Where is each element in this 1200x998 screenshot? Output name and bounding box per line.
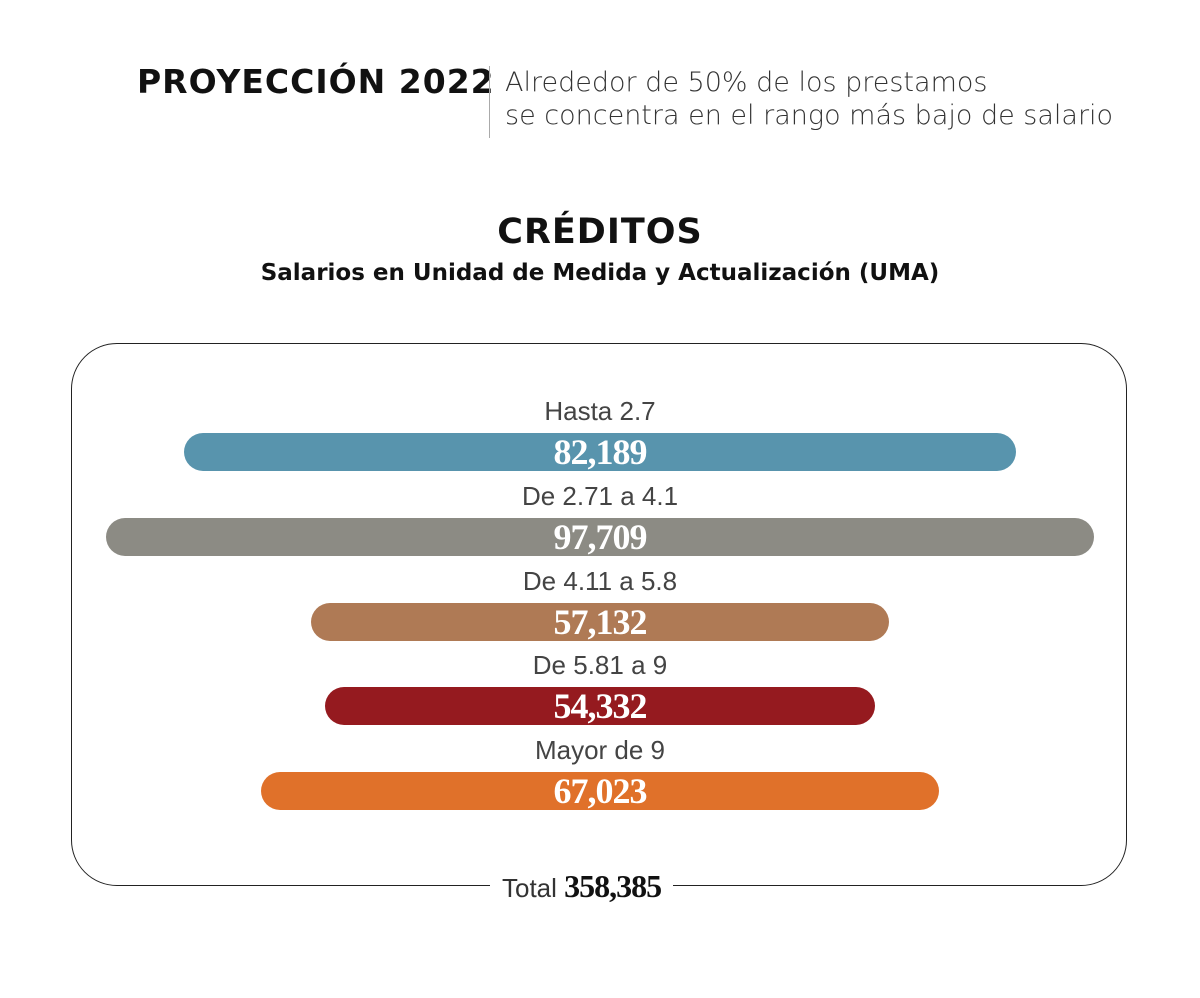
category-label: De 4.11 a 5.8: [522, 565, 678, 596]
chart-subtitle: Salarios en Unidad de Medida y Actualiza…: [260, 260, 940, 286]
total: Total 358,385: [490, 868, 674, 905]
header-subtitle-line1: Alrededor de 50% de los prestamos: [505, 67, 988, 98]
bar: 54,332: [325, 686, 875, 727]
value-label: 67,023: [553, 771, 647, 811]
value-label: 97,709: [553, 516, 648, 557]
category-label: De 5.81 a 9: [532, 650, 668, 681]
bar: 82,189: [184, 432, 1016, 472]
header-title: PROYECCIÓN 2022: [137, 62, 495, 101]
total-value: 358,385: [564, 868, 662, 904]
total-label: Total: [502, 873, 557, 903]
value-label: 57,132: [553, 601, 647, 642]
category-label: Hasta 2.7: [544, 396, 656, 426]
bar: 57,132: [311, 601, 889, 642]
chart-title: CRÉDITOS: [497, 212, 703, 252]
value-label: 54,332: [553, 686, 647, 727]
bar: 67,023: [261, 771, 939, 811]
header-divider: [489, 66, 490, 138]
category-label: Mayor de 9: [534, 735, 666, 765]
category-label: De 2.71 a 4.1: [521, 480, 679, 511]
value-label: 82,189: [553, 432, 647, 472]
bar: 97,709: [106, 516, 1094, 557]
header-subtitle: Alrededor de 50% de los prestamos se con…: [505, 66, 1113, 132]
header-subtitle-line2: se concentra en el rango más bajo de sal…: [505, 100, 1114, 131]
